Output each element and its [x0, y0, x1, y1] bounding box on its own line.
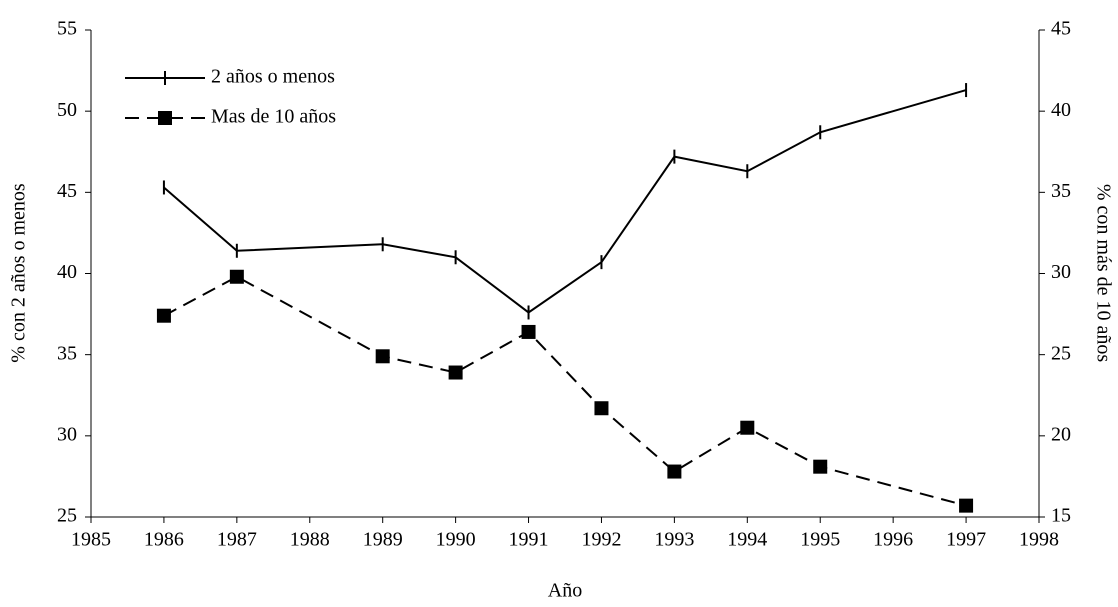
x-tick-label: 1994: [727, 529, 767, 551]
x-tick-label: 1990: [436, 529, 476, 551]
y-tick-label: 55: [57, 18, 77, 40]
marker: [740, 420, 755, 435]
x-tick-label: 1998: [1019, 529, 1059, 551]
marker: [375, 349, 390, 364]
x-tick-label: 1991: [509, 529, 549, 551]
series-line: [163, 89, 967, 314]
x-tick-label: 1996: [873, 529, 913, 551]
x-tick-label: 1985: [71, 529, 111, 551]
marker: [594, 401, 609, 416]
legend-marker: [158, 111, 172, 125]
y2-axis-label: % con más de 10 años: [1092, 184, 1114, 363]
y-tick-label: 35: [57, 342, 77, 364]
y-tick-label: 40: [57, 261, 77, 283]
marker: [448, 365, 463, 380]
x-axis-label: Año: [548, 580, 582, 602]
marker: [959, 498, 974, 513]
y-tick-label: 45: [57, 180, 77, 202]
marker: [813, 459, 828, 474]
y-tick-label: 50: [57, 99, 77, 121]
x-tick-label: 1995: [800, 529, 840, 551]
series-line: [163, 275, 967, 507]
marker: [521, 324, 536, 339]
x-tick-label: 1997: [946, 529, 986, 551]
y-axis-label: % con 2 años o menos: [8, 183, 30, 363]
x-tick-label: 1986: [144, 529, 184, 551]
x-tick-label: 1993: [654, 529, 694, 551]
x-tick-label: 1987: [217, 529, 257, 551]
marker: [667, 464, 682, 479]
marker: [229, 269, 244, 284]
y-tick-label: 30: [57, 423, 77, 445]
legend-label: 2 años o menos: [211, 66, 335, 88]
y2-tick-label: 35: [1051, 180, 1071, 202]
y2-tick-label: 25: [1051, 342, 1071, 364]
x-tick-label: 1989: [363, 529, 403, 551]
y2-tick-label: 45: [1051, 18, 1071, 40]
marker: [156, 308, 171, 323]
y2-tick-label: 20: [1051, 423, 1071, 445]
x-tick-label: 1988: [290, 529, 330, 551]
legend-label: Mas de 10 años: [211, 106, 336, 128]
y2-tick-label: 30: [1051, 261, 1071, 283]
y2-tick-label: 40: [1051, 99, 1071, 121]
y-tick-label: 25: [57, 505, 77, 527]
x-tick-label: 1992: [581, 529, 621, 551]
y2-tick-label: 15: [1051, 505, 1071, 527]
